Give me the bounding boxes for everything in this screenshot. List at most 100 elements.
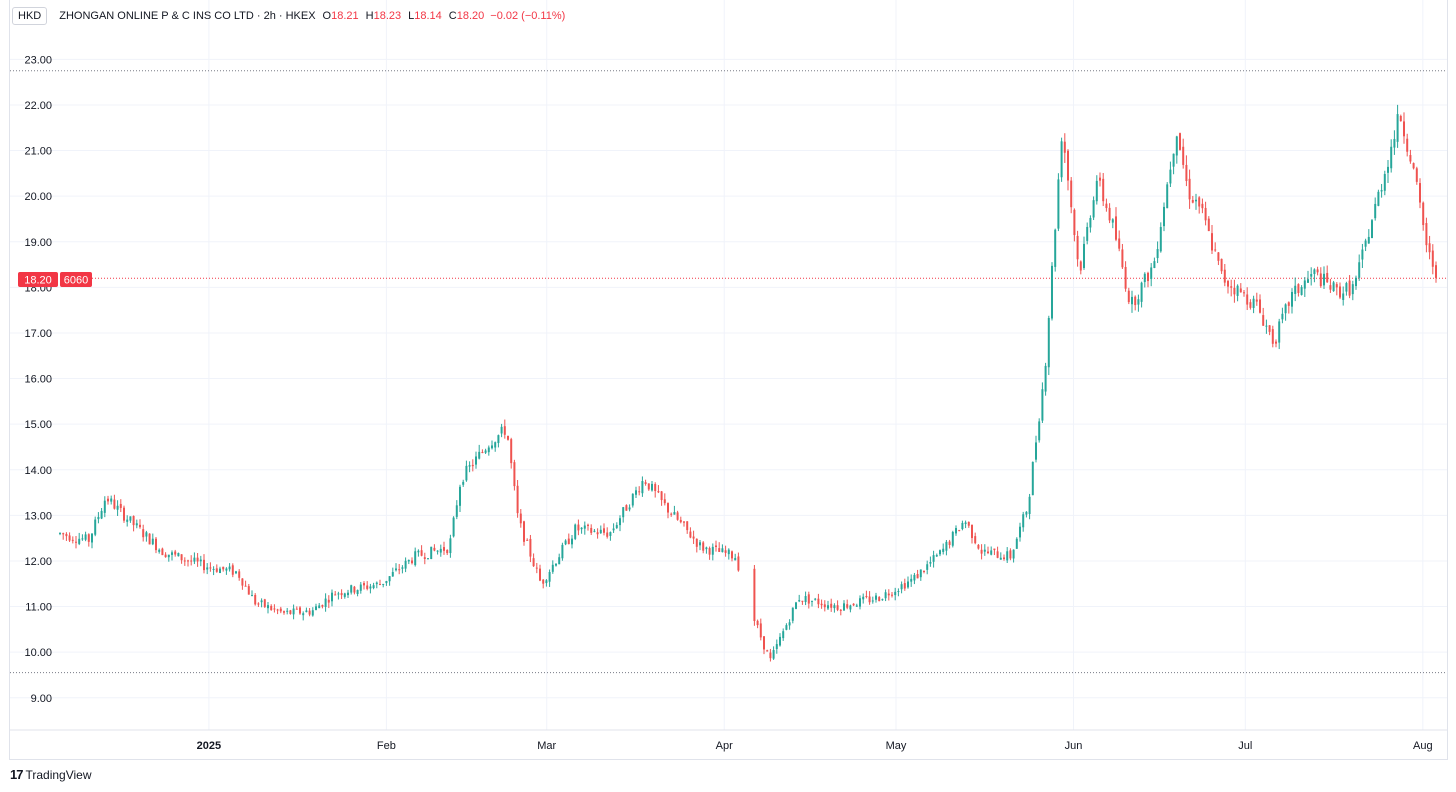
- candle: [1150, 263, 1153, 287]
- candle: [1047, 315, 1050, 376]
- time-axis[interactable]: 2025 Feb Mar Apr May Jun Jul Aug: [10, 729, 1447, 752]
- candle: [468, 461, 471, 473]
- candle-body: [996, 551, 999, 558]
- candle-body: [359, 584, 362, 591]
- candle-body: [670, 513, 673, 515]
- candle: [100, 507, 103, 520]
- y-tick-label: 20.00: [24, 191, 52, 203]
- candle-body: [638, 491, 641, 493]
- candle-body: [795, 602, 797, 609]
- candle: [846, 599, 849, 610]
- x-tick-label: Feb: [377, 740, 396, 752]
- candle-body: [609, 532, 612, 536]
- candle: [843, 600, 845, 611]
- candle: [84, 531, 87, 542]
- candle-body: [65, 533, 68, 537]
- candle: [1422, 201, 1425, 231]
- candle: [94, 516, 97, 537]
- candle: [395, 563, 397, 572]
- candle-body: [1399, 115, 1402, 122]
- candle: [910, 574, 913, 587]
- candle: [375, 581, 378, 589]
- candle: [929, 556, 932, 567]
- candle: [958, 529, 961, 532]
- candle: [1188, 169, 1191, 209]
- candle: [228, 563, 231, 572]
- candle-body: [1079, 261, 1082, 271]
- candle-body: [817, 598, 820, 605]
- candle: [1137, 294, 1140, 312]
- candle: [967, 521, 970, 528]
- candle: [1252, 295, 1255, 314]
- candle: [548, 569, 551, 587]
- candle: [817, 593, 820, 609]
- candle-body: [228, 566, 231, 570]
- candle-body: [119, 503, 122, 508]
- candle-body: [833, 605, 836, 609]
- candle: [225, 567, 228, 575]
- candle-body: [286, 610, 289, 612]
- candle-body: [279, 608, 282, 612]
- candle: [471, 459, 474, 472]
- candle-body: [855, 605, 858, 607]
- candle-body: [667, 503, 669, 513]
- candle: [116, 500, 119, 516]
- candle: [1275, 339, 1277, 348]
- candle: [766, 649, 769, 652]
- candle: [769, 648, 772, 662]
- candle-body: [103, 500, 106, 513]
- candle: [500, 423, 503, 438]
- candle: [1223, 263, 1226, 287]
- candle-body: [971, 524, 973, 539]
- candle-body: [516, 485, 519, 514]
- candle-body: [1323, 273, 1325, 286]
- candle: [718, 542, 721, 553]
- candle: [919, 569, 922, 581]
- candle-body: [241, 578, 244, 586]
- candle: [513, 459, 516, 491]
- candle: [1364, 238, 1367, 252]
- brand-name: TradingView: [25, 767, 92, 782]
- candle: [567, 533, 570, 545]
- currency-button[interactable]: HKD: [12, 7, 48, 25]
- candle: [683, 521, 685, 527]
- candle-body: [1150, 267, 1153, 279]
- candle-body: [980, 549, 983, 554]
- candle: [814, 597, 817, 601]
- candle: [1073, 208, 1076, 242]
- candle: [1412, 162, 1415, 170]
- candle: [385, 580, 388, 586]
- symbol-title[interactable]: ZHONGAN ONLINE P & C INS CO LTD · 2h · H…: [59, 10, 316, 22]
- candle: [283, 610, 285, 615]
- candle-body: [292, 608, 295, 615]
- candle-body: [196, 557, 199, 562]
- tradingview-logo-icon: 17: [10, 767, 24, 782]
- candle-body: [1111, 219, 1114, 223]
- x-tick-label: Aug: [1413, 740, 1433, 752]
- candle: [1284, 303, 1287, 321]
- candle: [1131, 290, 1133, 313]
- candle: [97, 512, 100, 524]
- candle: [1262, 307, 1265, 326]
- candles[interactable]: [59, 104, 1437, 662]
- candle: [807, 591, 810, 609]
- candle-body: [1371, 220, 1373, 239]
- candle-body: [715, 545, 717, 548]
- candle: [1431, 244, 1434, 275]
- candle: [1102, 172, 1105, 207]
- candle-body: [823, 604, 826, 608]
- price-axis[interactable]: 9.00 10.00 11.00 12.00 13.00 14.00 15.00 16.00 1…: [24, 54, 52, 704]
- candle: [103, 496, 106, 518]
- candle-body: [1278, 321, 1281, 343]
- candle-body: [926, 564, 929, 570]
- tradingview-brand[interactable]: 17 TradingView: [10, 767, 92, 782]
- candle-body: [1268, 325, 1271, 332]
- candle: [558, 553, 561, 565]
- candle: [1028, 493, 1031, 520]
- candle-body: [548, 572, 551, 582]
- candle: [78, 532, 81, 546]
- low-label: L: [408, 10, 415, 22]
- candle-body: [372, 585, 375, 588]
- candle: [932, 550, 935, 568]
